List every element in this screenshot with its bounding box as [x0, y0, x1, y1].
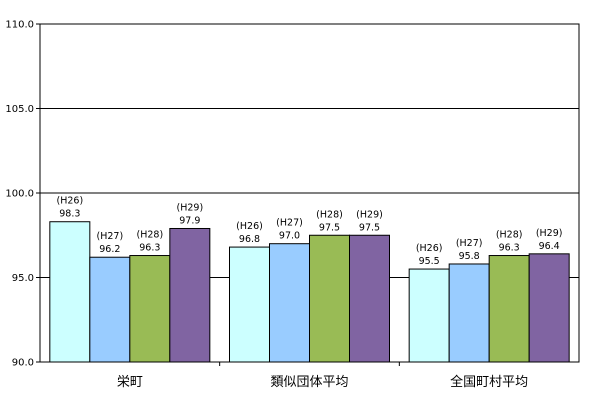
bar-h26-1 [229, 246, 270, 363]
data-label-year: (H29) [177, 202, 204, 213]
data-label-value: 96.8 [239, 234, 260, 245]
data-label-value: 97.9 [179, 215, 200, 226]
data-label-value: 96.2 [99, 244, 120, 255]
y-tick-label: 105.0 [5, 104, 34, 115]
data-label-year: (H29) [536, 228, 563, 239]
data-label-year: (H27) [456, 238, 483, 249]
data-label-year: (H26) [236, 221, 263, 232]
data-label-year: (H28) [137, 230, 164, 241]
y-axis: 90.0 95.0 100.0 105.0 110.0 [5, 20, 40, 369]
data-label-value: 95.8 [459, 251, 480, 262]
data-labels: (H26) 98.3 (H27) 96.2 (H28) 96.3 (H29) 97.9 (H26… [57, 196, 563, 267]
bar-h28-2 [488, 255, 530, 363]
data-label-value: 96.4 [539, 241, 560, 252]
bar-h29-0 [169, 227, 211, 363]
bar-h28-0 [129, 255, 171, 363]
data-label-year: (H28) [316, 209, 343, 220]
data-label-value: 96.3 [139, 243, 160, 254]
data-label-value: 97.5 [359, 222, 380, 233]
data-label-year: (H26) [57, 196, 84, 207]
bar-h28-1 [309, 234, 350, 363]
data-label-year: (H27) [97, 231, 124, 242]
y-tick-label: 95.0 [12, 273, 34, 284]
bar-h29-1 [349, 234, 390, 363]
data-label-year: (H29) [356, 209, 383, 220]
data-label-year: (H28) [496, 230, 523, 241]
y-tick-label: 90.0 [12, 358, 34, 369]
bar-h27-1 [269, 243, 310, 363]
category-label: 栄町 [117, 375, 143, 390]
bar-h26-2 [408, 268, 450, 363]
category-label: 類似団体平均 [270, 375, 348, 390]
x-axis: 栄町 類似団体平均 全国町村平均 [117, 362, 528, 390]
bar-h29-2 [528, 253, 570, 363]
bar-h27-0 [89, 256, 131, 363]
y-tick-label: 100.0 [5, 189, 34, 200]
data-label-year: (H26) [416, 243, 443, 254]
data-label-value: 97.0 [279, 231, 300, 242]
data-label-value: 97.5 [319, 222, 340, 233]
data-label-year: (H27) [276, 218, 303, 229]
data-label-value: 95.5 [419, 256, 440, 267]
bar-h27-2 [448, 263, 490, 363]
y-tick-label: 110.0 [5, 20, 34, 31]
data-label-value: 98.3 [59, 209, 80, 220]
bar-h26-0 [49, 221, 91, 363]
category-label: 全国町村平均 [450, 374, 528, 390]
bars [49, 221, 570, 363]
data-label-value: 96.3 [499, 243, 520, 254]
